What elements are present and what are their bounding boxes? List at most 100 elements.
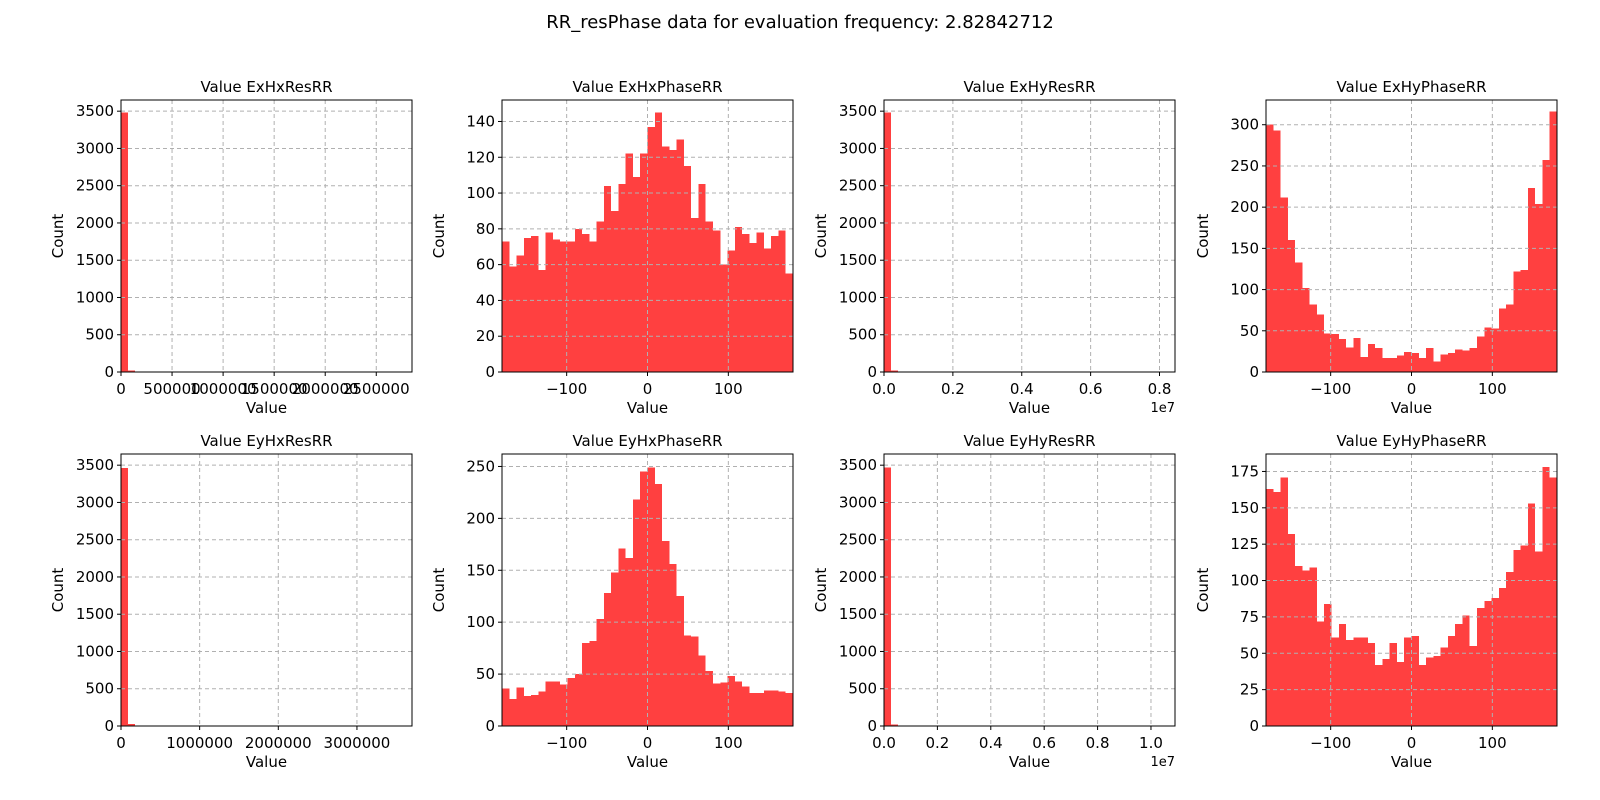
histogram-bar (1527, 503, 1536, 726)
histogram-bar (1309, 567, 1317, 726)
histogram-bar (683, 166, 692, 372)
histogram-bar (625, 557, 633, 726)
histogram-bar (603, 185, 612, 372)
histogram-bar (574, 674, 583, 726)
histogram-bar (509, 266, 517, 372)
histogram-bar (1266, 488, 1274, 726)
y-axis-label: Count (812, 568, 830, 613)
histogram-bar (1287, 240, 1296, 372)
histogram-bar (647, 467, 655, 726)
histogram-bar (1491, 598, 1499, 726)
x-tick-label: 0.0 (872, 380, 896, 398)
x-tick-label: 0.4 (979, 734, 1003, 752)
histogram-bar (509, 699, 517, 726)
histogram-bar (1535, 551, 1543, 726)
y-tick-label: 200 (466, 509, 495, 527)
histogram-bar (1302, 570, 1310, 726)
histogram-bar (1513, 271, 1521, 372)
subplot-title: Value ExHyPhaseRR (1336, 78, 1486, 96)
histogram-bar (611, 572, 619, 726)
y-tick-label: 3000 (76, 139, 114, 157)
histogram-bar (1440, 354, 1448, 372)
histogram-bar (1469, 646, 1477, 726)
y-tick-label: 140 (466, 112, 495, 130)
histogram-panel: 0.0 0.2 0.4 0.6 0.8 0 500 1000 1500 2000 2500 3000 3… (812, 78, 1176, 417)
histogram-bar (1309, 304, 1317, 372)
histogram-bar (1447, 353, 1456, 372)
axes-frame (120, 453, 413, 727)
y-tick-label: 60 (476, 256, 495, 274)
histogram-bar (727, 250, 735, 372)
x-tick-label: −100 (1310, 380, 1351, 398)
histogram-bar (1338, 624, 1347, 726)
y-tick-label: 100 (466, 184, 495, 202)
axes-frame (883, 453, 1176, 727)
x-tick-label: 0.0 (872, 734, 896, 752)
histogram-bar (1506, 571, 1514, 726)
histogram-bar (1498, 308, 1507, 372)
x-tick-label: 0 (116, 380, 126, 398)
histogram-bar (1520, 269, 1528, 372)
x-tick-label: 0 (116, 734, 126, 752)
y-tick-label: 200 (1230, 198, 1259, 216)
histogram-bar (1346, 347, 1354, 372)
histogram-bar (1324, 603, 1332, 726)
histogram-bar (611, 210, 619, 372)
subplot-title: Value EyHyPhaseRR (1336, 432, 1486, 450)
histogram-bar (742, 234, 750, 372)
x-axis-label: Value (1391, 399, 1432, 417)
histogram-bar (698, 655, 706, 726)
y-axis-label: Count (49, 568, 67, 613)
x-tick-label: 2000000 (292, 380, 359, 398)
y-tick-label: 3500 (839, 102, 877, 120)
histogram-bar (698, 184, 706, 372)
y-tick-label: 50 (1240, 322, 1259, 340)
x-offset-label: 1e7 (1150, 755, 1175, 770)
histogram-bar (734, 681, 743, 726)
subplot-title: Value ExHxPhaseRR (572, 78, 722, 96)
y-tick-label: 1000 (839, 642, 877, 660)
x-tick-label: 2000000 (245, 734, 312, 752)
histogram-bar (1484, 600, 1492, 726)
histogram-bar (1549, 477, 1557, 726)
histogram-bar (1433, 656, 1441, 726)
histogram-bar (1396, 662, 1405, 726)
histogram-bar (618, 184, 626, 372)
x-tick-label: 0.6 (1032, 734, 1056, 752)
histogram-bar (683, 635, 692, 726)
histogram-bar (662, 541, 670, 726)
histogram-bar (1433, 361, 1441, 372)
histogram-bar (603, 593, 612, 726)
histogram-bar (1513, 550, 1521, 726)
histogram-panel: −100 0 100 0 25 50 75 100 125 150 175 Value EyHyPha… (1194, 432, 1558, 771)
histogram-bar (1447, 635, 1456, 726)
histogram-bar (1280, 197, 1288, 372)
histogram-bar (516, 255, 524, 372)
y-axis-label: Count (49, 214, 67, 259)
x-tick-label: 100 (714, 734, 743, 752)
histogram-bar (712, 683, 721, 726)
y-tick-label: 50 (476, 665, 495, 683)
y-tick-label: 0 (485, 717, 495, 735)
histogram-bar (1382, 357, 1390, 372)
histogram-panel: 0.0 0.2 0.4 0.6 0.8 1.0 0 500 1000 1500 2000 2500 30… (812, 432, 1176, 771)
histogram-bar (1389, 357, 1397, 372)
y-tick-label: 1000 (76, 642, 114, 660)
histogram-bar (1360, 637, 1368, 726)
y-axis-label: Count (430, 568, 448, 613)
histogram-bar (582, 234, 590, 372)
histogram-bar (1549, 111, 1557, 372)
histogram-bar (1396, 355, 1405, 372)
y-tick-label: 40 (476, 291, 495, 309)
y-tick-label: 0 (867, 717, 877, 735)
y-tick-label: 0 (104, 717, 114, 735)
histogram-bar (1462, 615, 1470, 726)
histogram-bar (1491, 328, 1499, 372)
histogram-bar (720, 682, 728, 726)
histogram-bar (502, 241, 510, 372)
x-tick-label: 1000000 (190, 380, 257, 398)
histogram-bar (891, 724, 899, 726)
histogram-bar (632, 176, 641, 372)
